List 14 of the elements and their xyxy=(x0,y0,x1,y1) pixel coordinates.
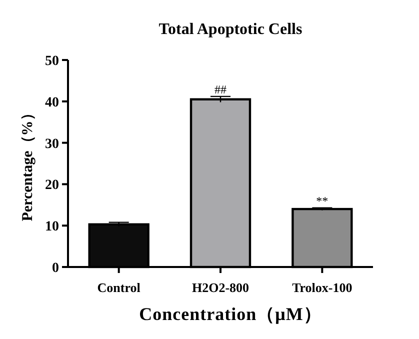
y-tick-label: 40 xyxy=(45,95,59,110)
annotation: ** xyxy=(316,194,328,208)
x-axis-title: Concentration（μM） xyxy=(139,304,322,324)
chart-title: Total Apoptotic Cells xyxy=(158,21,302,38)
x-tick-label: H2O2-800 xyxy=(192,280,250,295)
y-tick-label: 30 xyxy=(45,136,59,152)
y-axis-title: Percentage（%） xyxy=(20,106,36,222)
y-tick-label: 10 xyxy=(45,220,59,235)
y-tick-label: 20 xyxy=(45,178,59,194)
annotation: ## xyxy=(214,82,226,96)
x-tick-label: Trolox-100 xyxy=(292,280,352,295)
y-tick-label: 50 xyxy=(45,54,59,69)
x-tick-label: Control xyxy=(97,280,141,295)
y-tick-label: 0 xyxy=(52,261,59,276)
